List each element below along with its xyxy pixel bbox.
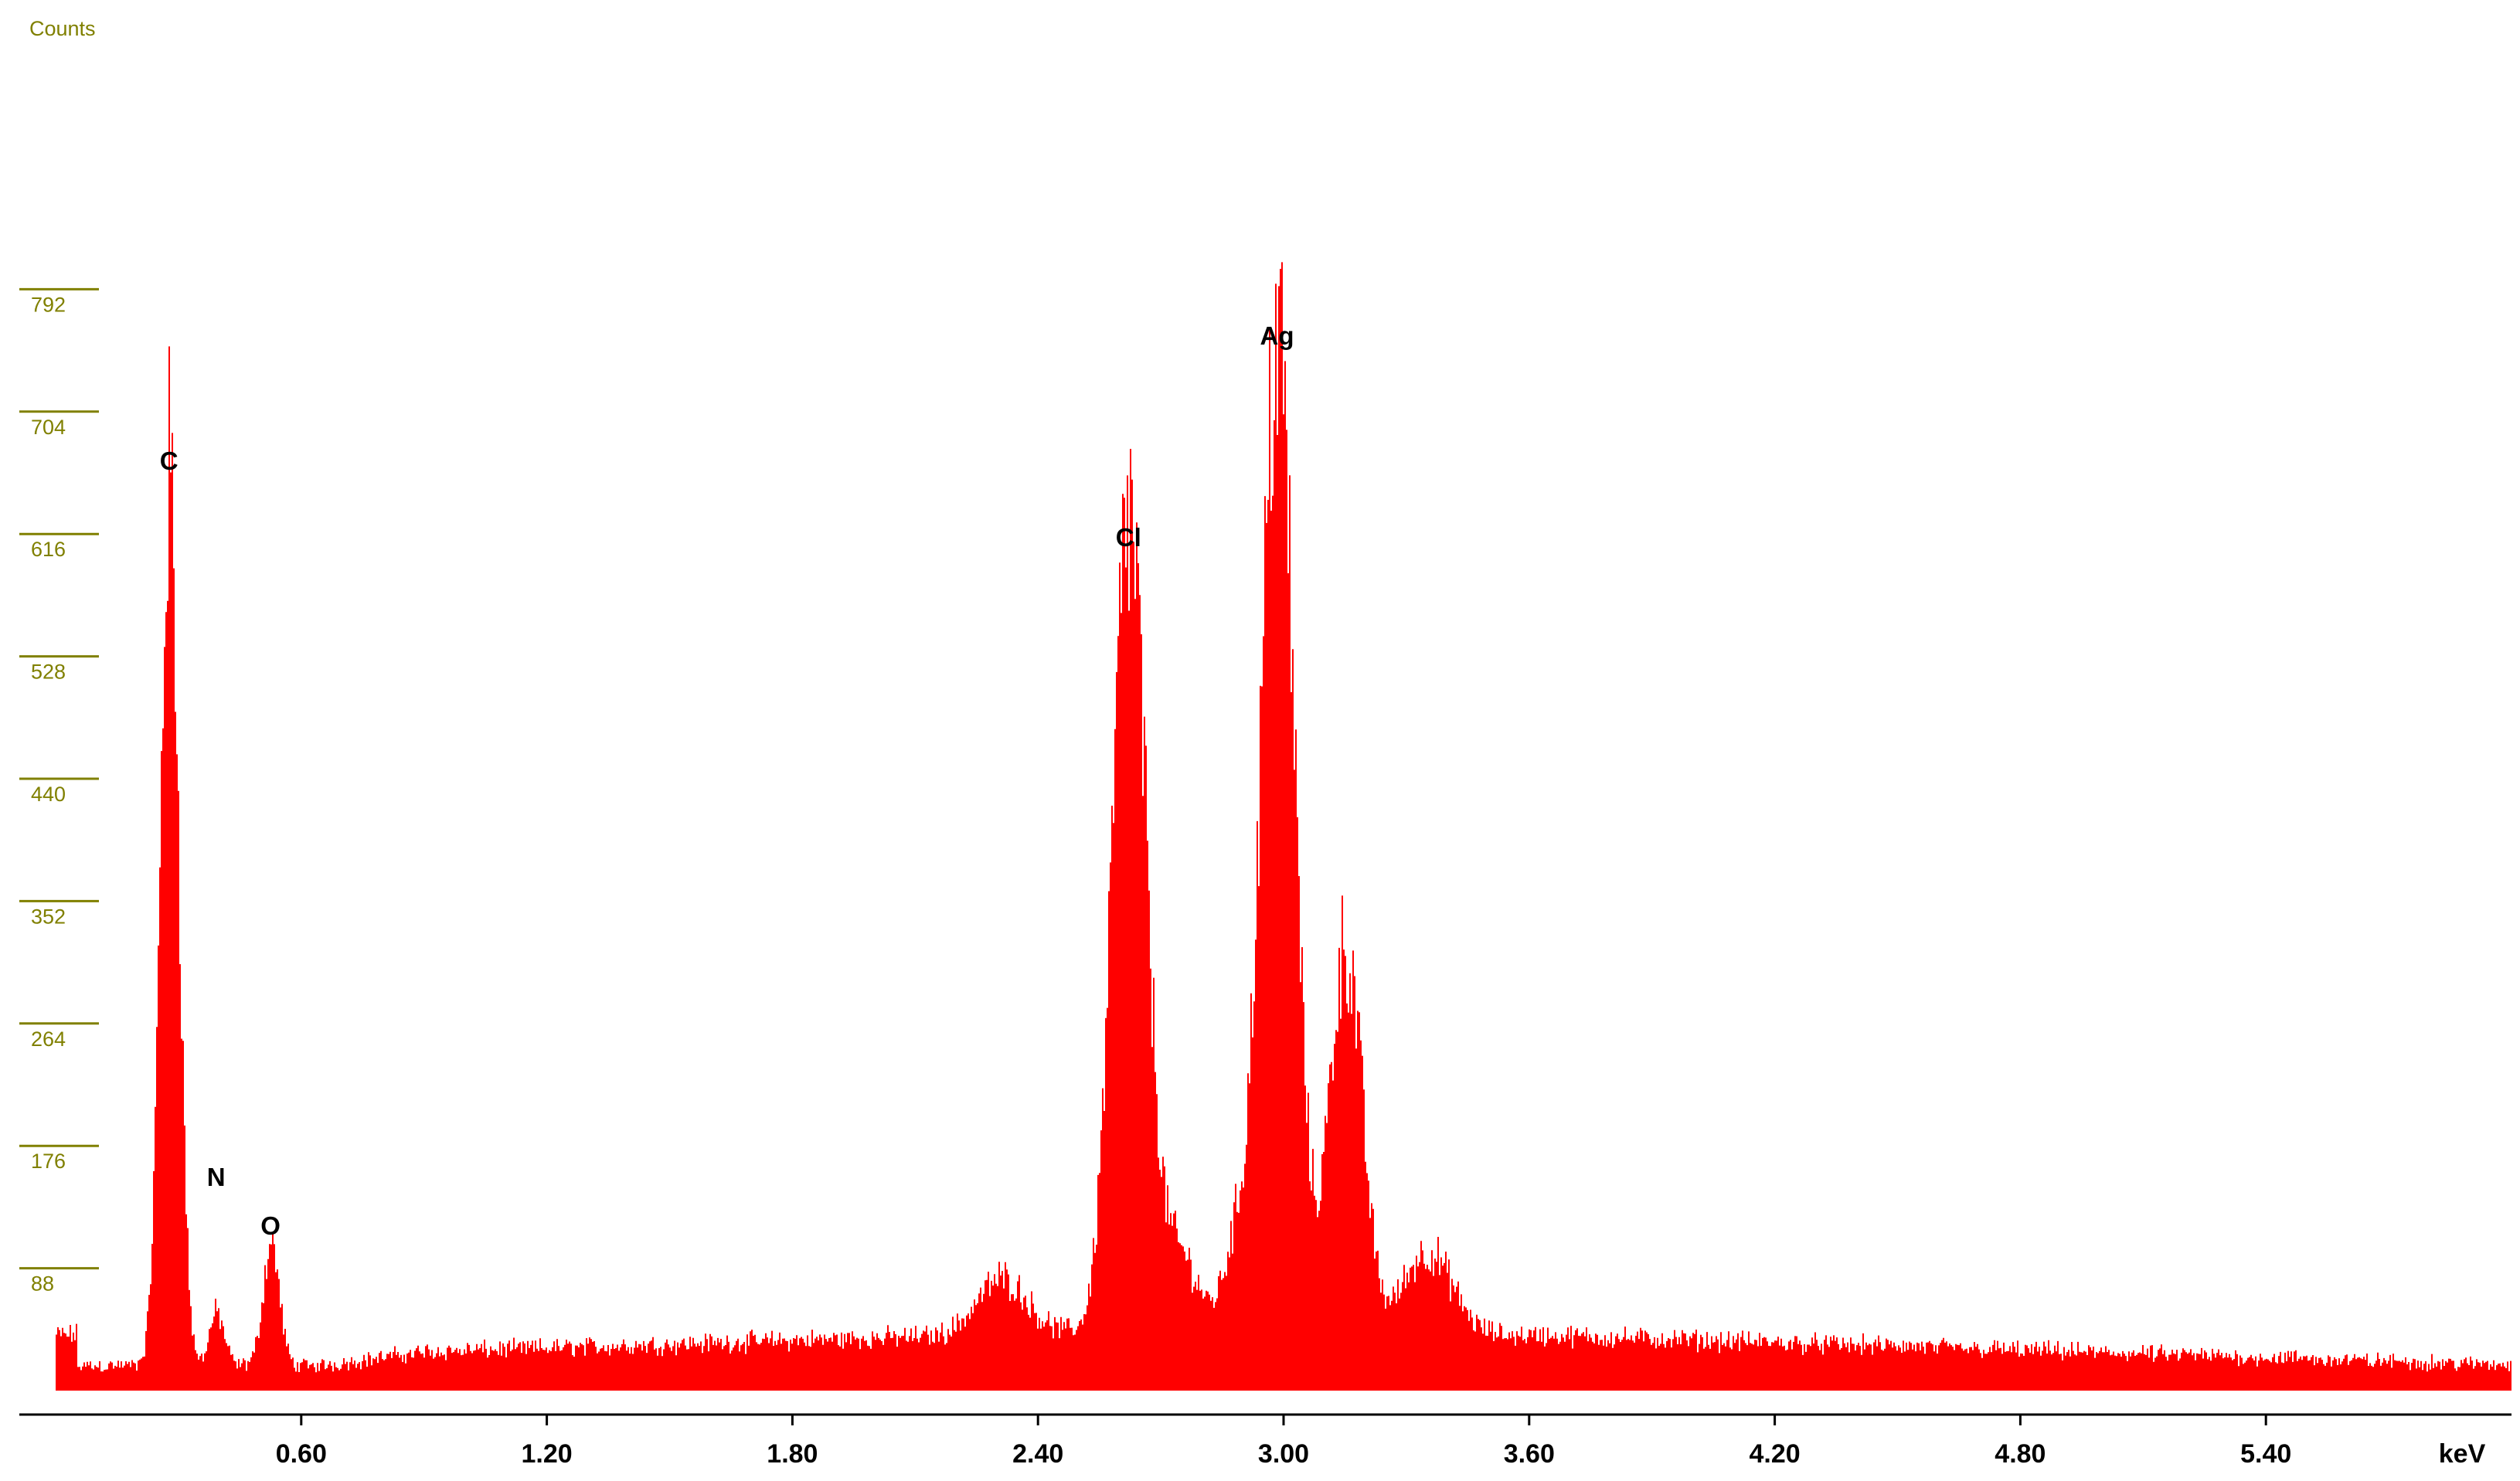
peak-labels: C N O Cl Ag: [160, 321, 1294, 1240]
y-tick-label-5: 528: [31, 661, 66, 684]
peak-label-ag: Ag: [1260, 321, 1294, 350]
peak-label-o: O: [260, 1211, 281, 1240]
y-axis-ticks: 88 176 264 352 440 528 616 704 792: [19, 287, 99, 1296]
y-tick-label-7: 704: [31, 416, 66, 439]
spectrum-fill: [56, 262, 2511, 1391]
y-tick-label-8: 792: [31, 293, 66, 316]
x-tick-label-6: 4.20: [1750, 1439, 1801, 1469]
x-axis-ticks: 0.60 1.20 1.80 2.40 3.00 3.60 4.20 4.80 5.40: [276, 1415, 2291, 1469]
y-tick-label-0: 88: [31, 1272, 54, 1296]
x-tick-label-0: 0.60: [276, 1439, 327, 1469]
y-axis-title: Counts: [29, 17, 96, 40]
x-tick-label-1: 1.20: [522, 1439, 573, 1469]
y-tick-label-1: 176: [31, 1150, 66, 1173]
y-tick-label-2: 264: [31, 1028, 66, 1051]
peak-label-c: C: [160, 447, 179, 475]
y-tick-label-6: 616: [31, 538, 66, 561]
x-tick-label-3: 2.40: [1012, 1439, 1063, 1469]
y-tick-label-3: 352: [31, 905, 66, 928]
x-tick-label-5: 3.60: [1504, 1439, 1555, 1469]
peak-label-cl: Cl: [1116, 523, 1141, 552]
spectrum-bars: [56, 262, 2511, 1391]
peak-label-n: N: [207, 1163, 226, 1191]
x-axis-unit: keV: [2439, 1439, 2486, 1469]
x-tick-label-2: 1.80: [767, 1439, 818, 1469]
x-tick-label-8: 5.40: [2240, 1439, 2291, 1469]
x-tick-label-7: 4.80: [1995, 1439, 2046, 1469]
x-tick-label-4: 3.00: [1258, 1439, 1309, 1469]
y-tick-label-4: 440: [31, 783, 66, 806]
